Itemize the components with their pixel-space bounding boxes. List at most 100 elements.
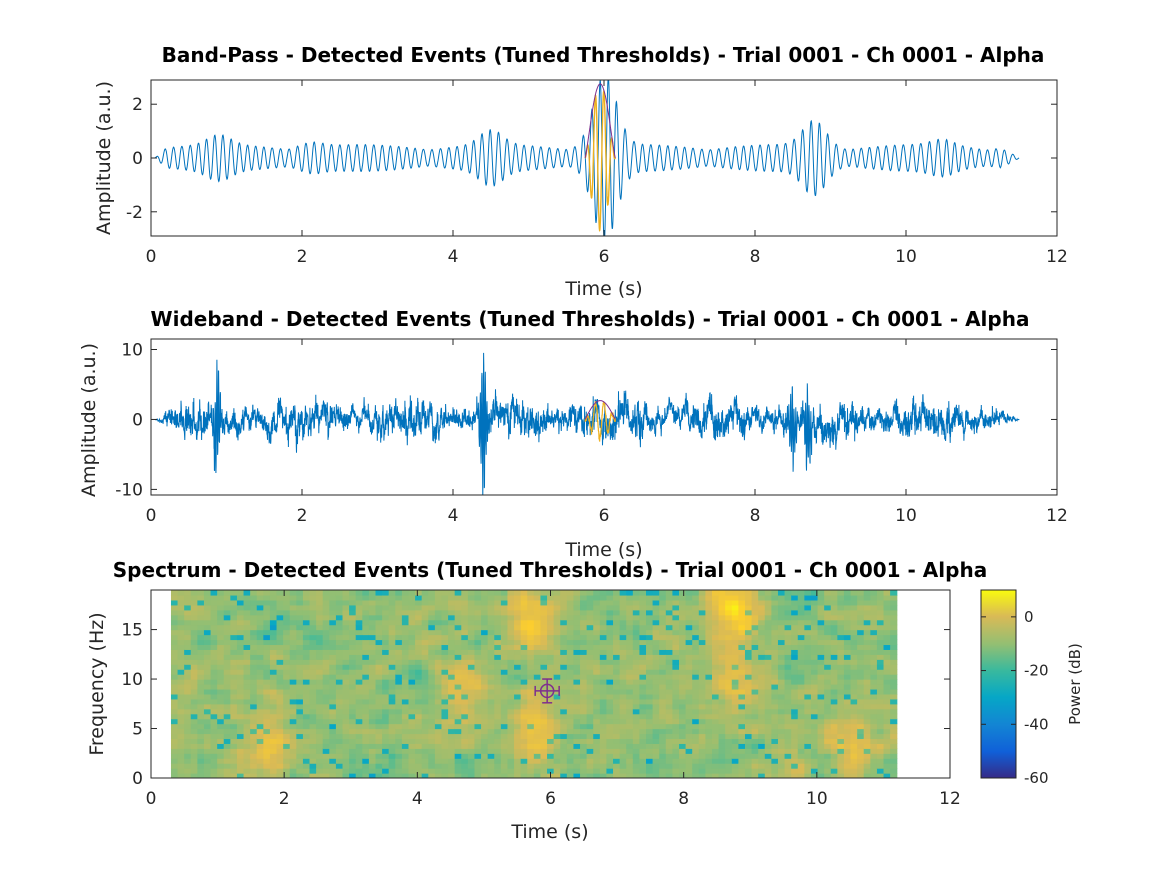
spectrum-cell <box>428 763 436 769</box>
spectrum-cell <box>322 763 330 769</box>
spectrum-cell <box>659 594 667 601</box>
spectrum-cell <box>448 684 456 690</box>
spectrum-cell <box>481 674 489 680</box>
spectrum-cell <box>263 693 271 700</box>
spectrum-cell <box>500 773 509 778</box>
spectrum-cell <box>217 743 225 749</box>
spectrum-cell <box>619 664 627 670</box>
spectrum-cell <box>210 634 218 641</box>
spectrum-cell <box>329 733 337 740</box>
spectrum-cell <box>553 604 561 611</box>
spectrum-cell <box>725 649 733 655</box>
spectrum-cell <box>573 669 581 675</box>
spectrum-cell <box>711 599 720 606</box>
spectrum-cell <box>685 654 693 660</box>
spectrum-cell <box>619 634 627 641</box>
spectrum-cell <box>210 758 218 764</box>
spectrum-cell <box>276 669 284 675</box>
spectrum-cell <box>566 738 575 744</box>
spectrum-cell <box>494 664 502 670</box>
spectrum-cell <box>296 679 304 685</box>
spectrum-cell <box>619 708 627 715</box>
spectrum-cell <box>434 624 443 631</box>
spectrum-cell <box>467 738 476 744</box>
spectrum-cell <box>401 629 410 636</box>
spectrum-cell <box>395 639 403 646</box>
spectrum-cell <box>210 629 218 636</box>
spectrum-cell <box>197 679 205 685</box>
spectrum-cell <box>190 629 198 636</box>
spectrum-cell <box>553 664 561 670</box>
spectrum-cell <box>401 693 410 700</box>
spectrum-cell <box>672 594 680 601</box>
spectrum-cell <box>527 718 535 725</box>
spectrum-cell <box>659 649 667 655</box>
spectrum-cell <box>606 708 614 715</box>
spectrum-cell <box>883 679 891 685</box>
spectrum-cell <box>744 743 753 749</box>
spectrum-cell <box>322 590 330 596</box>
spectrum-cell <box>289 768 297 774</box>
spectrum-cell <box>876 599 885 606</box>
spectrum-cell <box>481 654 489 660</box>
spectrum-cell <box>738 659 746 665</box>
spectrum-cell <box>283 629 291 636</box>
spectrum-cell <box>639 639 647 646</box>
spectrum-cell <box>177 693 185 700</box>
spectrum-cell <box>837 664 845 670</box>
spectrum-cell <box>652 703 660 710</box>
bandpass-xlabel: Time (s) <box>564 278 642 300</box>
spectrum-cell <box>652 590 660 596</box>
spectrum-cell <box>184 649 192 655</box>
spectrum-cell <box>276 703 284 710</box>
spectrum-cell <box>250 654 258 660</box>
spectrum-cell <box>632 728 641 735</box>
spectrum-cell <box>665 644 674 650</box>
spectrum-cell <box>263 748 271 754</box>
spectrum-cell <box>170 649 179 655</box>
spectrum-cell <box>481 753 489 759</box>
spectrum-cell <box>230 599 238 606</box>
spectrum-cell <box>302 753 311 759</box>
spectrum-cell <box>276 688 284 695</box>
spectrum-cell <box>395 684 403 690</box>
spectrum-cell <box>784 619 792 626</box>
spectrum-cell <box>230 708 238 715</box>
spectrum-cell <box>817 599 825 606</box>
spectrum-cell <box>586 629 594 636</box>
spectrum-cell <box>217 728 225 735</box>
spectrum-cell <box>652 718 660 725</box>
spectrum-cell <box>217 758 225 764</box>
spectrum-cell <box>349 639 357 646</box>
spectrum-cell <box>586 758 594 764</box>
spectrum-cell <box>494 703 502 710</box>
spectrum-cell <box>283 753 291 759</box>
spectrum-cell <box>850 619 858 626</box>
spectrum-cell <box>547 624 555 631</box>
spectrum-cell <box>454 753 462 759</box>
spectrum-cell <box>441 639 449 646</box>
spectrum-cell <box>619 654 627 660</box>
spectrum-cell <box>454 594 462 601</box>
spectrum-cell <box>685 688 693 695</box>
spectrum-cell <box>520 773 528 778</box>
spectrum-cell <box>850 748 858 754</box>
spectrum-cell <box>349 768 357 774</box>
spectrum-cell <box>289 644 297 650</box>
spectrum-cell <box>309 649 317 655</box>
spectrum-cell <box>791 590 799 596</box>
spectrum-cell <box>725 674 733 680</box>
spectrum-cell <box>672 604 680 611</box>
spectrum-cell <box>256 768 264 774</box>
spectrum-cell <box>810 688 819 695</box>
spectrum-cell <box>520 728 528 735</box>
spectrum-cell <box>256 590 264 596</box>
spectrum-cell <box>692 753 700 759</box>
spectrum-cell <box>349 644 357 650</box>
spectrum-cell <box>520 768 528 774</box>
spectrum-cell <box>355 773 363 778</box>
spectrum-cell <box>375 644 383 650</box>
spectrum-cell <box>573 693 581 700</box>
spectrum-cell <box>289 649 297 655</box>
